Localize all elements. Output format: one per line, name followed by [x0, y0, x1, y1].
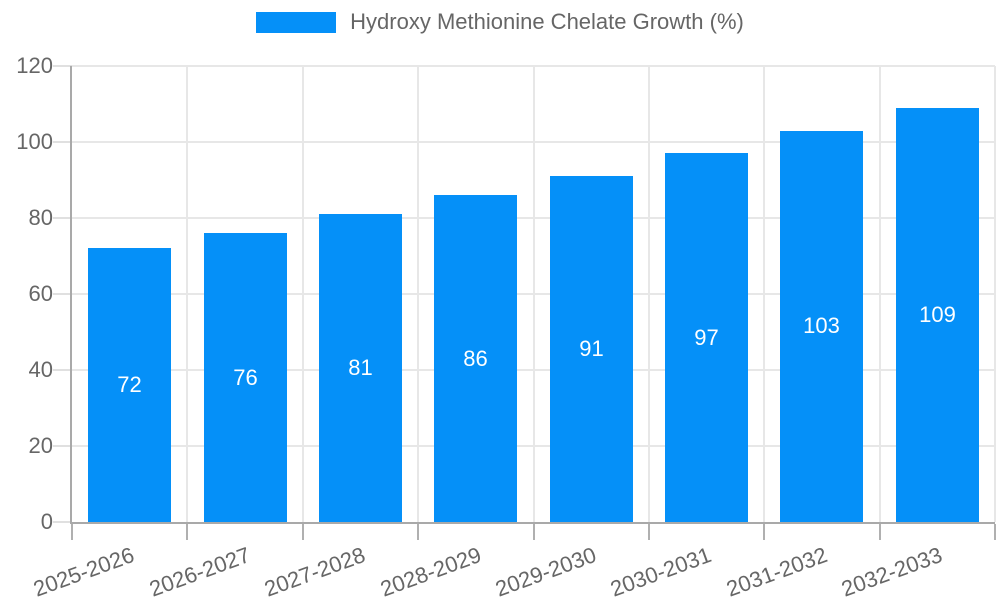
bar: 91 [550, 176, 633, 522]
y-axis-tick [53, 141, 72, 143]
y-axis-tick [53, 445, 72, 447]
y-tick-label: 40 [28, 357, 53, 382]
gridline-vertical [647, 66, 650, 522]
x-tick-label: 2030-2031 [607, 542, 715, 600]
x-axis-tick [532, 524, 535, 540]
bar-value-label: 103 [803, 313, 840, 339]
bar: 86 [434, 195, 517, 522]
bar: 76 [204, 233, 287, 522]
chart-legend: Hydroxy Methionine Chelate Growth (%) [0, 0, 1000, 44]
x-tick-label: 2028-2029 [376, 542, 485, 600]
x-axis-tick [763, 524, 766, 540]
gridline-vertical [763, 66, 766, 522]
bar: 72 [88, 248, 171, 522]
y-axis-tick [53, 65, 72, 67]
gridline-vertical [417, 66, 420, 522]
y-axis-tick [53, 217, 72, 219]
x-axis-tick [994, 524, 996, 540]
bar-value-label: 81 [348, 355, 373, 381]
y-axis-tick [53, 521, 72, 523]
x-tick-label: 2025-2026 [30, 542, 138, 600]
x-axis-tick [417, 524, 420, 540]
x-tick-label: 2032-2033 [838, 542, 946, 600]
y-tick-label: 60 [28, 281, 53, 306]
x-axis-line [70, 522, 995, 524]
bar: 81 [319, 214, 402, 522]
y-axis-line [70, 66, 72, 522]
bar-value-label: 76 [233, 364, 258, 390]
y-tick-label: 20 [28, 433, 53, 458]
x-axis-tick [186, 524, 189, 540]
legend-swatch [256, 11, 337, 33]
y-tick-label: 100 [16, 129, 53, 154]
bar: 97 [665, 153, 748, 522]
x-axis-tick [878, 524, 881, 540]
gridline-vertical [186, 66, 189, 522]
x-tick-label: 2031-2032 [722, 542, 831, 600]
legend-label: Hydroxy Methionine Chelate Growth (%) [350, 8, 744, 34]
x-axis-tick [71, 524, 73, 540]
y-tick-label: 120 [16, 53, 53, 78]
x-axis-tick [301, 524, 304, 540]
x-axis-tick [647, 524, 650, 540]
gridline-vertical [878, 66, 881, 522]
gridline-vertical [301, 66, 304, 522]
bar-value-label: 86 [463, 345, 488, 371]
y-tick-label: 0 [40, 509, 53, 534]
gridline-vertical [994, 66, 996, 522]
x-tick-label: 2029-2030 [491, 542, 600, 600]
x-tick-label: 2026-2027 [145, 542, 254, 600]
bar: 109 [896, 107, 979, 522]
y-tick-label: 80 [28, 205, 53, 230]
y-axis-tick [53, 369, 72, 371]
gridline-vertical [532, 66, 535, 522]
bar-value-label: 97 [694, 324, 719, 350]
bar-value-label: 91 [579, 336, 604, 362]
bar: 103 [780, 130, 863, 522]
x-tick-label: 2027-2028 [261, 542, 369, 600]
bar-value-label: 109 [919, 301, 956, 327]
bar-value-label: 72 [117, 372, 142, 398]
y-axis-tick [53, 293, 72, 295]
